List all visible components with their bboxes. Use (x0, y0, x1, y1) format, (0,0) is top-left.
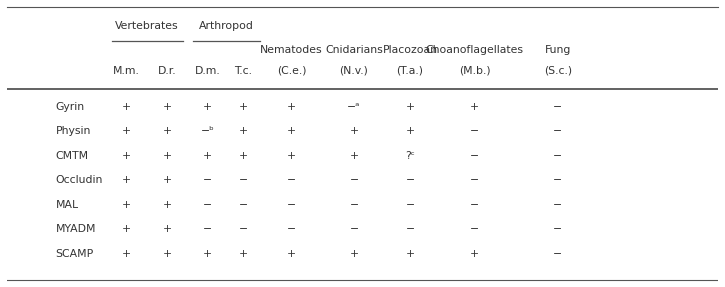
Text: +: + (122, 224, 131, 234)
Text: Cnidarians: Cnidarians (325, 45, 383, 55)
Text: −: − (553, 151, 563, 161)
Text: Fung: Fung (544, 45, 571, 55)
Text: −: − (239, 200, 248, 210)
Text: −: − (553, 102, 563, 112)
Text: MAL: MAL (56, 200, 79, 210)
Text: +: + (471, 102, 479, 112)
Text: −ᵃ: −ᵃ (347, 102, 360, 112)
Text: +: + (349, 249, 359, 259)
Text: +: + (203, 249, 212, 259)
Text: −: − (239, 224, 248, 234)
Text: Physin: Physin (56, 126, 91, 136)
Text: Choanoflagellates: Choanoflagellates (426, 45, 523, 55)
Text: +: + (239, 126, 248, 136)
Text: +: + (349, 151, 359, 161)
Text: +: + (122, 102, 131, 112)
Text: Nematodes: Nematodes (260, 45, 323, 55)
Text: T.c.: T.c. (234, 66, 252, 76)
Text: +: + (203, 102, 212, 112)
Text: −: − (405, 200, 415, 210)
Text: +: + (239, 249, 248, 259)
Text: MYADM: MYADM (56, 224, 96, 234)
Text: −: − (203, 200, 212, 210)
Text: Gyrin: Gyrin (56, 102, 85, 112)
Text: −: − (287, 175, 296, 185)
Text: Vertebrates: Vertebrates (115, 21, 179, 31)
Text: −: − (471, 126, 479, 136)
Text: −: − (405, 175, 415, 185)
Text: D.r.: D.r. (158, 66, 176, 76)
Text: −: − (203, 224, 212, 234)
Text: Placozoan: Placozoan (383, 45, 438, 55)
Text: (M.b.): (M.b.) (459, 66, 491, 76)
Text: −: − (203, 175, 212, 185)
Text: +: + (162, 224, 172, 234)
Text: −: − (287, 224, 296, 234)
Text: CMTM: CMTM (56, 151, 88, 161)
Text: D.m.: D.m. (195, 66, 220, 76)
Text: +: + (162, 200, 172, 210)
Text: +: + (122, 249, 131, 259)
Text: +: + (122, 151, 131, 161)
Text: (S.c.): (S.c.) (544, 66, 572, 76)
Text: +: + (471, 249, 479, 259)
Text: +: + (287, 151, 296, 161)
Text: M.m.: M.m. (113, 66, 140, 76)
Text: +: + (162, 151, 172, 161)
Text: −: − (349, 175, 359, 185)
Text: +: + (287, 102, 296, 112)
Text: Occludin: Occludin (56, 175, 103, 185)
Text: −: − (471, 175, 479, 185)
Text: −: − (239, 175, 248, 185)
Text: +: + (287, 126, 296, 136)
Text: +: + (162, 126, 172, 136)
Text: SCAMP: SCAMP (56, 249, 94, 259)
Text: −: − (405, 224, 415, 234)
Text: +: + (122, 175, 131, 185)
Text: +: + (122, 126, 131, 136)
Text: −: − (287, 200, 296, 210)
Text: −: − (471, 224, 479, 234)
Text: −: − (553, 126, 563, 136)
Text: +: + (405, 126, 415, 136)
Text: +: + (405, 249, 415, 259)
Text: +: + (162, 175, 172, 185)
Text: +: + (239, 102, 248, 112)
Text: +: + (287, 249, 296, 259)
Text: −: − (471, 151, 479, 161)
Text: +: + (405, 102, 415, 112)
Text: −: − (349, 224, 359, 234)
Text: (T.a.): (T.a.) (397, 66, 423, 76)
Text: −: − (553, 249, 563, 259)
Text: (C.e.): (C.e.) (277, 66, 306, 76)
Text: −: − (471, 200, 479, 210)
Text: −: − (553, 175, 563, 185)
Text: +: + (162, 249, 172, 259)
Text: +: + (239, 151, 248, 161)
Text: +: + (162, 102, 172, 112)
Text: (N.v.): (N.v.) (339, 66, 368, 76)
Text: +: + (349, 126, 359, 136)
Text: −: − (553, 224, 563, 234)
Text: −: − (553, 200, 563, 210)
Text: ?ᶜ: ?ᶜ (405, 151, 415, 161)
Text: +: + (122, 200, 131, 210)
Text: −: − (349, 200, 359, 210)
Text: +: + (203, 151, 212, 161)
Text: −ᵇ: −ᵇ (201, 126, 215, 136)
Text: Arthropod: Arthropod (199, 21, 254, 31)
